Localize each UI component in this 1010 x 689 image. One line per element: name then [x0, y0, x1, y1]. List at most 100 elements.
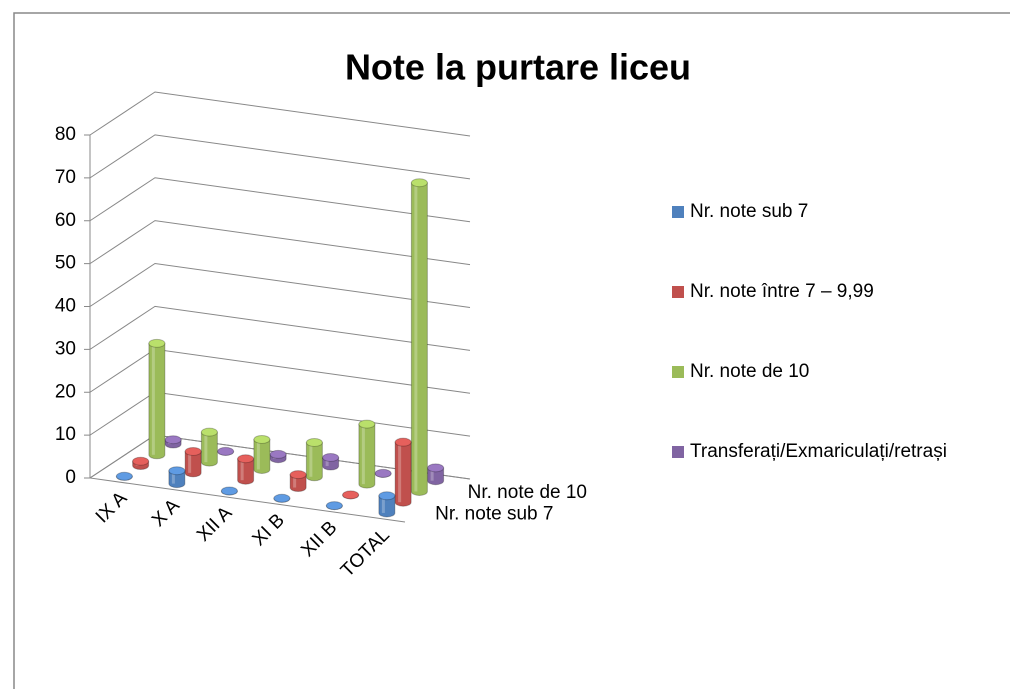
grid-line — [89, 305, 471, 351]
bar-top — [427, 463, 445, 473]
bar — [115, 471, 133, 481]
bar-shine — [309, 442, 313, 477]
bar-top — [358, 419, 376, 429]
bar-top — [273, 493, 291, 503]
bar — [273, 493, 291, 503]
bar-top — [305, 437, 323, 447]
bar — [289, 470, 307, 493]
y-tick-label: 50 — [55, 253, 76, 274]
bar — [322, 452, 340, 471]
legend-swatch — [672, 206, 684, 218]
grid-line — [89, 220, 471, 266]
bar-shine — [240, 458, 244, 481]
y-tick-label: 20 — [55, 381, 76, 402]
bar-shine — [430, 467, 434, 481]
bar-shine — [381, 495, 385, 513]
bar-body — [305, 441, 323, 482]
y-tick-label: 10 — [55, 424, 76, 445]
bar-body — [184, 450, 202, 478]
bar-shine — [293, 474, 297, 488]
bar — [184, 446, 202, 478]
bar — [342, 490, 360, 500]
bar-body — [427, 467, 445, 486]
bar-top — [325, 501, 343, 511]
bar-top — [269, 449, 287, 459]
bar-top — [168, 466, 186, 476]
bar — [305, 437, 323, 482]
y-tick-label: 70 — [55, 167, 76, 188]
bar — [132, 456, 150, 471]
bar — [164, 435, 182, 449]
bar-top — [184, 446, 202, 456]
legend-item: Nr. note de 10 — [672, 360, 1002, 440]
bar — [148, 338, 166, 460]
y-tick-label: 60 — [55, 210, 76, 231]
bar-top — [148, 338, 166, 348]
y-tick-label: 80 — [55, 124, 76, 145]
bar-shine — [361, 424, 365, 485]
bar-top — [253, 434, 271, 444]
bar — [325, 501, 343, 511]
bar — [237, 454, 255, 485]
chart-title: Note la purtare liceu — [345, 47, 691, 88]
bar-body — [394, 441, 412, 507]
bar-body — [378, 495, 396, 518]
bar-body — [253, 438, 271, 474]
legend-item: Nr. note sub 7 — [672, 200, 1002, 280]
bar — [220, 486, 238, 496]
bar — [253, 434, 271, 474]
legend-swatch — [672, 446, 684, 458]
legend: Nr. note sub 7 Nr. note între 7 – 9,99 Nr.… — [672, 200, 1002, 520]
bar-top — [378, 491, 396, 501]
chart-border — [13, 12, 1010, 689]
bar-body — [358, 423, 376, 489]
grid-line — [89, 91, 471, 137]
bar-top — [394, 437, 412, 447]
bar — [427, 463, 445, 486]
bar — [410, 178, 428, 496]
grid-line — [89, 177, 471, 223]
depth-label: Nr. note de 10 — [468, 482, 587, 503]
bar — [269, 449, 287, 464]
depth-label: Nr. note sub 7 — [435, 504, 553, 525]
bar — [200, 427, 218, 467]
bar-shine — [256, 439, 260, 470]
bar — [168, 466, 186, 489]
bar — [217, 446, 235, 456]
bar-top — [289, 470, 307, 480]
bar — [358, 419, 376, 489]
bar-top — [342, 490, 360, 500]
bar — [394, 437, 412, 507]
grid-line — [89, 134, 471, 180]
bar-shine — [398, 442, 402, 503]
legend-label: Nr. note de 10 — [690, 361, 810, 382]
bar-top — [237, 454, 255, 464]
legend-swatch — [672, 366, 684, 378]
bar-top — [217, 446, 235, 456]
legend-swatch — [672, 286, 684, 298]
bar-shine — [188, 451, 192, 473]
y-tick-label: 0 — [65, 467, 76, 488]
bar-shine — [325, 457, 329, 467]
bar-top — [220, 486, 238, 496]
bar-top — [374, 468, 392, 478]
bar-top — [322, 452, 340, 462]
bar — [378, 491, 396, 518]
bar-top — [200, 427, 218, 437]
bar-top — [115, 471, 133, 481]
legend-label: Nr. note între 7 – 9,99 — [690, 281, 874, 302]
bar-shine — [171, 470, 175, 484]
legend-label: Nr. note sub 7 — [690, 201, 809, 222]
bar — [374, 468, 392, 478]
legend-label: Transferați/Exmariculați/retrași — [690, 441, 947, 462]
bar-shine — [414, 182, 418, 492]
bar-body — [200, 431, 218, 467]
bar-top — [164, 435, 182, 445]
bar-top — [132, 456, 150, 466]
bar-body — [168, 470, 186, 489]
bar-body — [148, 342, 166, 460]
bar-body — [410, 182, 428, 496]
legend-item: Transferați/Exmariculați/retrași — [672, 440, 1002, 520]
